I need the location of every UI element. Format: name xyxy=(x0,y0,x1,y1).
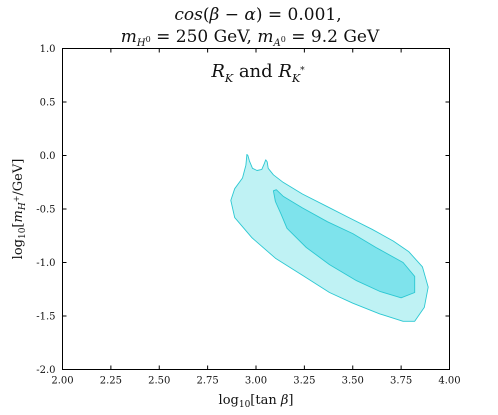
y-tick-label: 1.0 xyxy=(40,44,56,55)
x-tick-label: 3.25 xyxy=(293,376,315,387)
y-tick-label: -2.0 xyxy=(36,365,55,376)
y-tick-label: 0.0 xyxy=(40,151,56,162)
x-tick-label: 3.00 xyxy=(245,376,267,387)
y-axis-ticks: 1.0 0.5 0.0 -0.5 -1.0 -1.5 -2.0 xyxy=(36,44,450,376)
x-tick-label: 2.75 xyxy=(196,376,218,387)
x-tick-label: 2.25 xyxy=(100,376,122,387)
x-axis-label: log10[tan β] xyxy=(219,393,294,410)
x-tick-label: 3.50 xyxy=(342,376,364,387)
x-tick-label: 4.00 xyxy=(438,376,460,387)
chart-title-line-2: mH0 = 250 GeV, mA0 = 9.2 GeV xyxy=(121,27,380,49)
y-tick-label: -1.0 xyxy=(36,258,55,269)
annotation: RK and RK* xyxy=(210,61,305,85)
y-tick-label: -0.5 xyxy=(36,205,55,216)
x-tick-label: 2.50 xyxy=(148,376,170,387)
x-tick-label: 2.00 xyxy=(51,376,73,387)
y-tick-label: -1.5 xyxy=(36,312,55,323)
regions-layer xyxy=(230,153,429,322)
x-tick-label: 3.75 xyxy=(390,376,412,387)
y-tick-label: 0.5 xyxy=(40,98,56,109)
x-axis-ticks: 2.00 2.25 2.50 2.75 3.00 3.25 3.50 3.75 4.00 xyxy=(51,48,461,387)
inner-allowed-region xyxy=(272,189,416,299)
chart-title-line-1: cos(β − α) = 0.001, xyxy=(174,5,341,25)
y-axis-label: log10[mH+/GeV] xyxy=(11,159,28,260)
